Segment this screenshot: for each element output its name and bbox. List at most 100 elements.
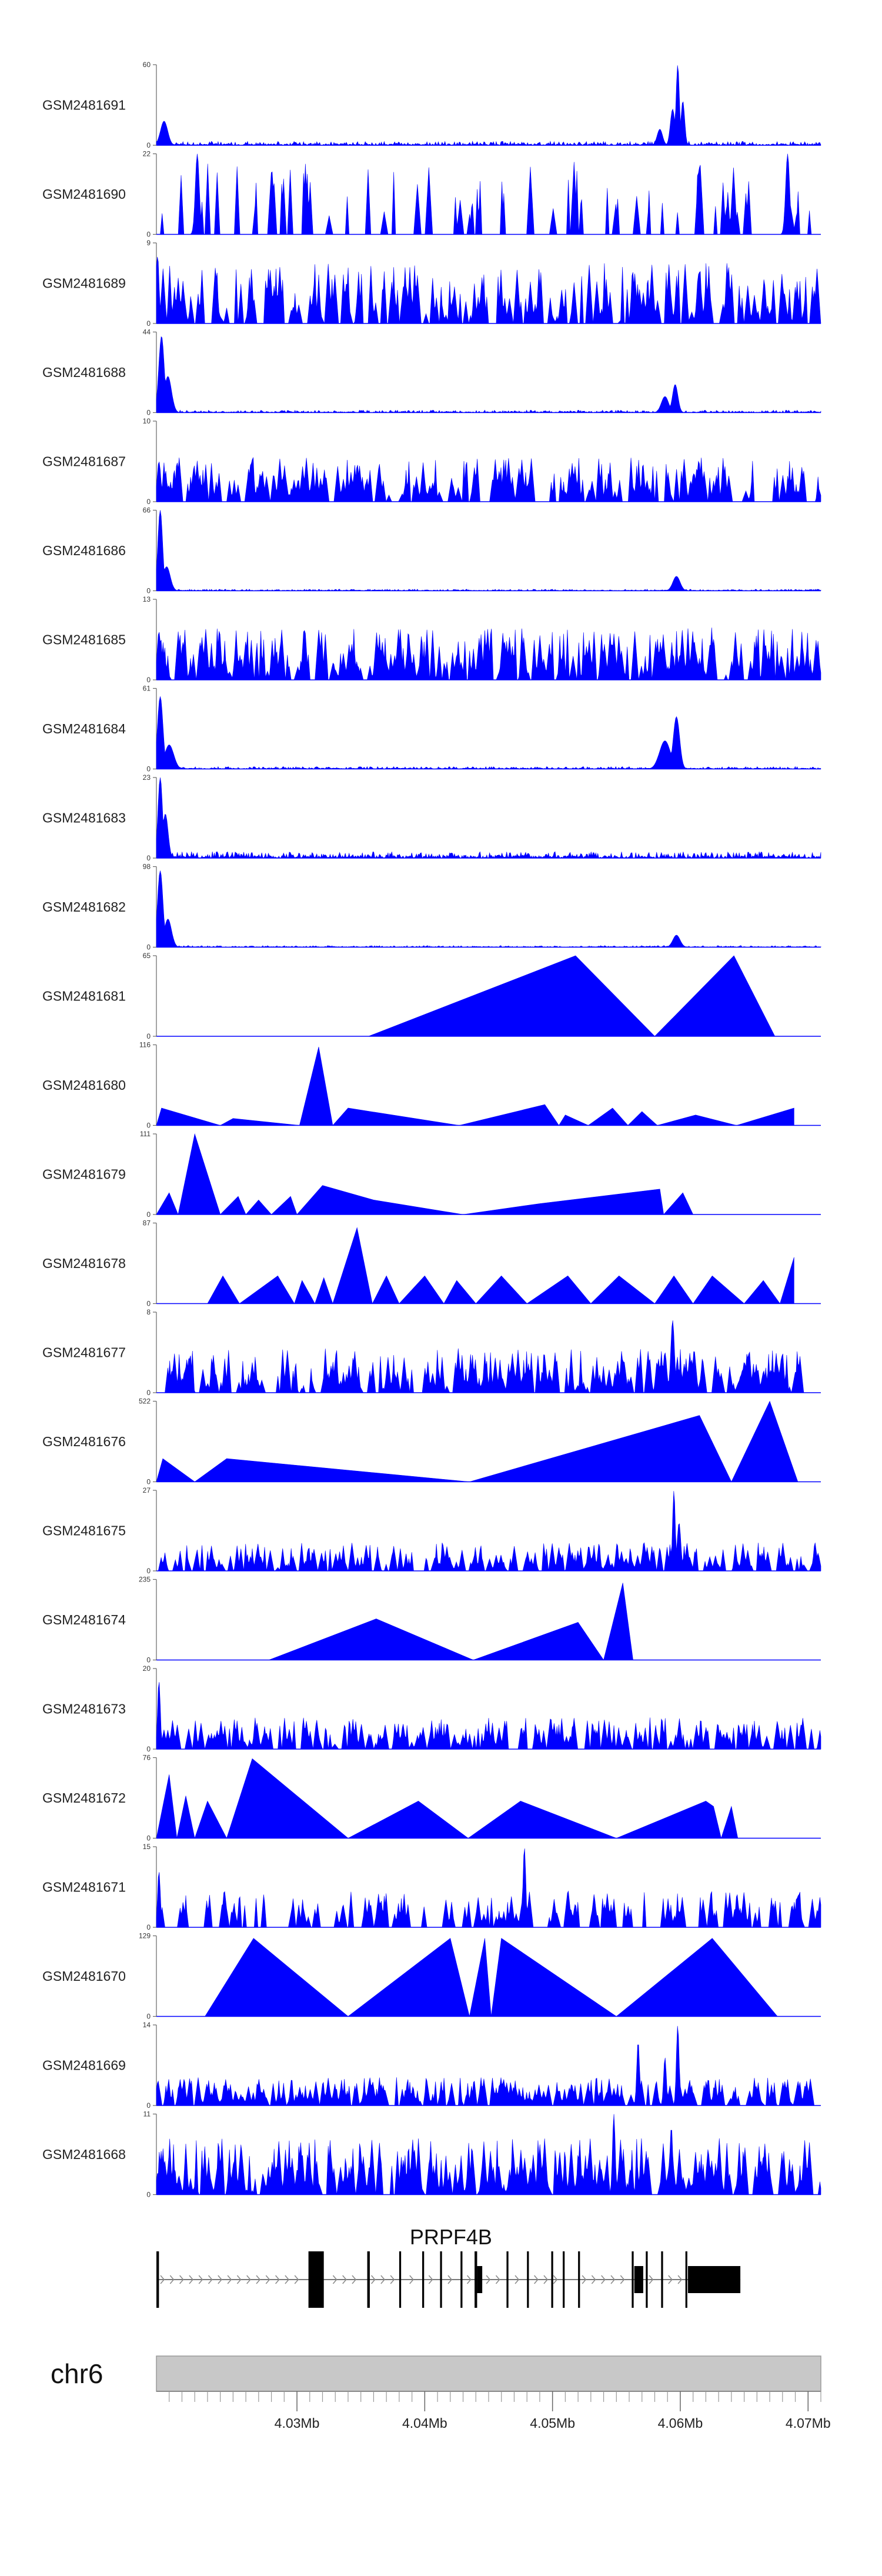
exon-block	[685, 2251, 687, 2308]
y-zero-label: 0	[146, 1923, 151, 1931]
track-GSM2481684: GSM2481684 61 0	[42, 685, 821, 773]
coverage-area	[205, 1938, 778, 2017]
track-GSM2481687: GSM2481687 10 0	[42, 417, 821, 506]
tick-label: 4.05Mb	[530, 2415, 575, 2431]
strand-arrow	[246, 2275, 251, 2284]
track-GSM2481686: GSM2481686 66 0	[42, 506, 821, 595]
strand-arrow	[370, 2275, 376, 2284]
track-GSM2481681: GSM2481681 65 0	[42, 952, 821, 1040]
track-GSM2481674: GSM2481674 235 0	[42, 1576, 821, 1664]
y-max-label: 98	[143, 863, 151, 871]
sample-label: GSM2481676	[42, 1434, 126, 1449]
coverage-area	[156, 510, 821, 591]
strand-arrow	[582, 2275, 587, 2284]
strand-arrow	[534, 2275, 539, 2284]
strand-arrow	[514, 2275, 520, 2284]
coverage-area	[156, 696, 821, 770]
strand-arrow	[189, 2275, 193, 2284]
chromosome-ideogram-bar	[156, 2355, 821, 2392]
strand-arrow	[236, 2275, 242, 2284]
strand-arrow	[668, 2275, 673, 2284]
sample-label: GSM2481671	[42, 1880, 126, 1895]
coverage-area	[156, 1682, 821, 1750]
strand-arrow	[342, 2275, 347, 2284]
exon-block	[506, 2251, 509, 2308]
y-zero-label: 0	[146, 231, 151, 239]
y-max-label: 11	[143, 2110, 151, 2118]
y-max-label: 76	[143, 1754, 151, 1762]
y-zero-label: 0	[146, 1834, 151, 1843]
strand-arrow	[179, 2275, 184, 2284]
y-zero-label: 0	[146, 319, 151, 328]
sample-label: GSM2481679	[42, 1167, 126, 1182]
strand-arrow	[610, 2275, 616, 2284]
coverage-area	[156, 777, 821, 859]
coverage-area	[156, 628, 821, 680]
track-GSM2481671: GSM2481671 15 0	[42, 1843, 821, 1931]
sample-label: GSM2481680	[42, 1077, 126, 1093]
coverage-area	[156, 154, 821, 235]
strand-arrow	[380, 2275, 385, 2284]
y-zero-label: 0	[146, 1210, 151, 1219]
y-max-label: 14	[143, 2021, 151, 2029]
strand-arrow	[495, 2275, 500, 2284]
strand-arrow	[160, 2275, 165, 2284]
strand-arrow	[227, 2275, 232, 2284]
coverage-area	[156, 1758, 766, 1839]
sample-label: GSM2481670	[42, 1968, 126, 1984]
track-GSM2481677: GSM2481677 8 0	[42, 1308, 821, 1397]
gene-name-label: PRPF4B	[410, 2225, 492, 2249]
track-GSM2481688: GSM2481688 44 0	[42, 328, 821, 417]
y-max-label: 22	[143, 150, 151, 158]
chromosome-label: chr6	[51, 2358, 103, 2389]
strand-arrow	[275, 2275, 280, 2284]
coverage-area	[368, 955, 776, 1037]
exon-block	[367, 2251, 370, 2308]
tick-label: 4.03Mb	[275, 2415, 320, 2431]
strand-arrow	[649, 2275, 654, 2284]
y-max-label: 10	[143, 417, 151, 425]
y-zero-label: 0	[146, 854, 151, 862]
exon-block	[578, 2251, 580, 2308]
exon-block	[527, 2251, 529, 2308]
tick-label: 4.07Mb	[786, 2415, 831, 2431]
sample-label: GSM2481674	[42, 1612, 126, 1627]
track-GSM2481689: GSM2481689 9 0	[42, 239, 821, 328]
coverage-area	[156, 2026, 821, 2107]
track-GSM2481679: GSM2481679 111 0	[42, 1130, 821, 1219]
track-GSM2481676: GSM2481676 522 0	[42, 1397, 821, 1486]
track-GSM2481683: GSM2481683 23 0	[42, 773, 821, 862]
y-zero-label: 0	[146, 1032, 151, 1040]
track-GSM2481673: GSM2481673 20 0	[42, 1664, 821, 1753]
coverage-area	[156, 2114, 821, 2195]
y-zero-label: 0	[146, 141, 151, 149]
y-max-label: 61	[143, 685, 151, 693]
coverage-area	[156, 65, 821, 146]
utr-block	[477, 2266, 483, 2293]
exon-block	[460, 2251, 463, 2308]
exon-block	[563, 2251, 565, 2308]
track-GSM2481670: GSM2481670 129 0	[42, 1932, 821, 2021]
strand-arrow	[428, 2275, 433, 2284]
y-zero-label: 0	[146, 1656, 151, 1664]
y-zero-label: 0	[146, 943, 151, 952]
y-zero-label: 0	[146, 765, 151, 773]
strand-arrow	[218, 2275, 222, 2284]
strand-arrow	[208, 2275, 213, 2284]
y-zero-label: 0	[146, 587, 151, 595]
y-max-label: 116	[139, 1041, 151, 1049]
y-max-label: 9	[146, 239, 151, 247]
strand-arrow	[486, 2275, 491, 2284]
strand-arrow	[601, 2275, 606, 2284]
track-GSM2481668: GSM2481668 11 0	[42, 2110, 821, 2199]
y-max-label: 44	[143, 328, 151, 336]
strand-arrow	[447, 2275, 453, 2284]
sample-label: GSM2481669	[42, 2058, 126, 2073]
y-zero-label: 0	[146, 409, 151, 417]
y-zero-label: 0	[146, 1122, 151, 1130]
y-zero-label: 0	[146, 498, 151, 506]
y-max-label: 20	[143, 1664, 151, 1673]
y-max-label: 13	[143, 595, 151, 603]
coverage-area	[156, 256, 821, 324]
genome-axis-track: chr6 4.03Mb 4.04Mb 4.05Mb 4.06Mb 4.07Mb	[51, 2355, 831, 2431]
